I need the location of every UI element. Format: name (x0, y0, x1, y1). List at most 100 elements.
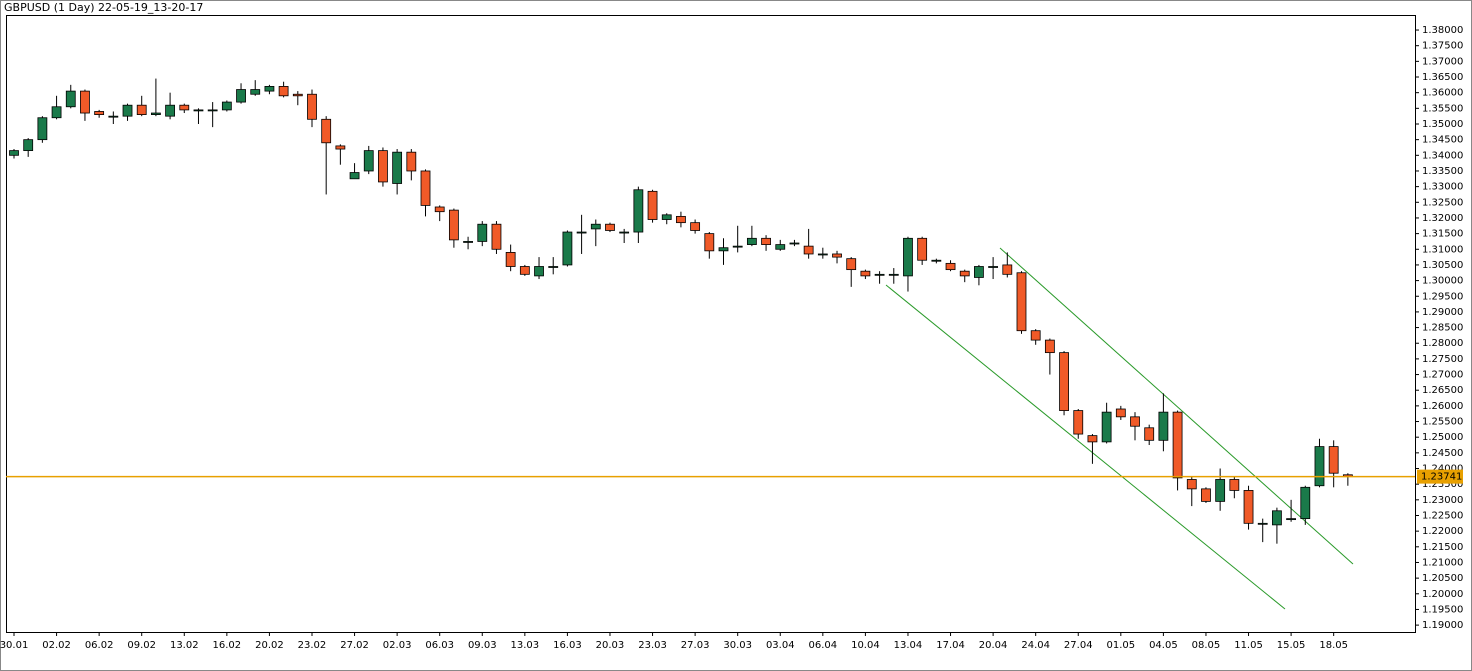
candle-body (150, 112, 161, 115)
x-tick-label: 15.05 (1277, 640, 1306, 651)
candle-body (392, 151, 403, 184)
candle-body (803, 245, 814, 255)
candle-body (576, 231, 587, 234)
candle-body (1059, 352, 1069, 411)
y-tick-label: 1.36500 (1422, 72, 1463, 83)
candle-body (1229, 479, 1240, 491)
y-tick-label: 1.35500 (1422, 103, 1463, 114)
candle-body (903, 237, 913, 277)
candle-body (122, 104, 133, 117)
y-tick-label: 1.24500 (1422, 448, 1463, 459)
candle-body (491, 223, 502, 250)
candle-body (874, 273, 885, 276)
y-tick-label: 1.25000 (1422, 432, 1463, 443)
candle-body (1243, 490, 1254, 524)
x-tick-label: 20.04 (979, 640, 1008, 651)
y-tick-label: 1.25500 (1422, 417, 1463, 428)
candle-body (1300, 486, 1311, 520)
candle-body (945, 262, 956, 271)
candle-body (94, 111, 105, 115)
y-tick-label: 1.30000 (1422, 276, 1463, 287)
candle-body (846, 258, 857, 271)
x-tick-label: 30.03 (723, 640, 752, 651)
current-price-label: 1.23741 (1421, 472, 1462, 483)
x-tick-label: 20.02 (255, 640, 284, 651)
candle-body (619, 231, 630, 234)
candle-body (931, 259, 942, 262)
candle-body (988, 266, 999, 268)
candle-body (434, 206, 445, 213)
y-tick-label: 1.23500 (1422, 479, 1463, 490)
candle-body (292, 93, 303, 97)
candle-body (519, 266, 530, 275)
candle-body (307, 93, 317, 120)
candle-body (974, 266, 984, 278)
candle-body (363, 150, 374, 172)
candle-body (917, 237, 928, 261)
candle-body (605, 223, 615, 231)
y-tick-label: 1.32000 (1422, 213, 1463, 224)
x-tick-label: 23.02 (298, 640, 327, 651)
candle-body (959, 270, 970, 277)
x-tick-label: 30.01 (0, 640, 28, 651)
x-tick-label: 03.04 (766, 640, 795, 651)
y-tick-label: 1.27500 (1422, 354, 1463, 365)
candle-body (23, 139, 34, 152)
candle-body (1144, 427, 1155, 441)
x-tick-label: 27.04 (1064, 640, 1093, 651)
candle-body (1087, 435, 1098, 443)
candle-body (832, 253, 842, 258)
candle-body (1130, 416, 1140, 427)
x-tick-label: 27.02 (340, 640, 369, 651)
candle-body (477, 223, 488, 242)
y-tick-label: 1.31000 (1422, 244, 1463, 255)
y-tick-label: 1.33500 (1422, 166, 1463, 177)
channel-line (885, 284, 1286, 610)
candle-body (80, 90, 90, 114)
y-tick-label: 1.26000 (1422, 401, 1463, 412)
candle-body (562, 231, 573, 266)
y-tick-label: 1.37500 (1422, 41, 1463, 52)
candle-body (1044, 339, 1055, 354)
y-tick-label: 1.35000 (1422, 119, 1463, 130)
candle-body (221, 101, 232, 111)
y-tick-label: 1.26500 (1422, 385, 1463, 396)
x-tick-label: 17.04 (936, 640, 965, 651)
y-tick-label: 1.28500 (1422, 323, 1463, 334)
x-tick-label: 02.02 (42, 640, 71, 651)
candle-body (1158, 411, 1169, 441)
candle-body (278, 86, 289, 97)
x-tick-label: 23.03 (638, 640, 667, 651)
candle-body (590, 223, 601, 230)
candle-body (548, 266, 559, 268)
candle-body (676, 215, 686, 224)
x-tick-label: 04.05 (1149, 640, 1178, 651)
candle-body (179, 104, 190, 111)
candle-body (1172, 411, 1183, 479)
candle-body (51, 106, 62, 119)
x-tick-label: 20.03 (596, 640, 625, 651)
candle-body (9, 150, 19, 156)
candle-body (732, 245, 743, 248)
candle-body (406, 151, 417, 172)
candle-body (1314, 446, 1325, 487)
candle-body (1257, 522, 1268, 525)
candle-body (165, 104, 175, 117)
candle-body (37, 117, 48, 141)
y-tick-label: 1.24000 (1422, 464, 1463, 475)
candle-body (789, 242, 800, 245)
x-tick-label: 02.03 (383, 640, 412, 651)
y-tick-label: 1.33000 (1422, 182, 1463, 193)
candle-body (108, 115, 119, 118)
y-tick-label: 1.28000 (1422, 338, 1463, 349)
x-tick-label: 06.02 (85, 640, 114, 651)
y-tick-label: 1.19500 (1422, 604, 1463, 615)
candle-body (704, 233, 715, 252)
candle-body (1215, 479, 1226, 502)
x-tick-label: 13.03 (511, 640, 540, 651)
x-tick-label: 06.04 (809, 640, 838, 651)
candle-body (718, 247, 729, 252)
x-tick-label: 13.02 (170, 640, 199, 651)
x-tick-label: 24.04 (1021, 640, 1050, 651)
candle-body (1115, 408, 1126, 418)
